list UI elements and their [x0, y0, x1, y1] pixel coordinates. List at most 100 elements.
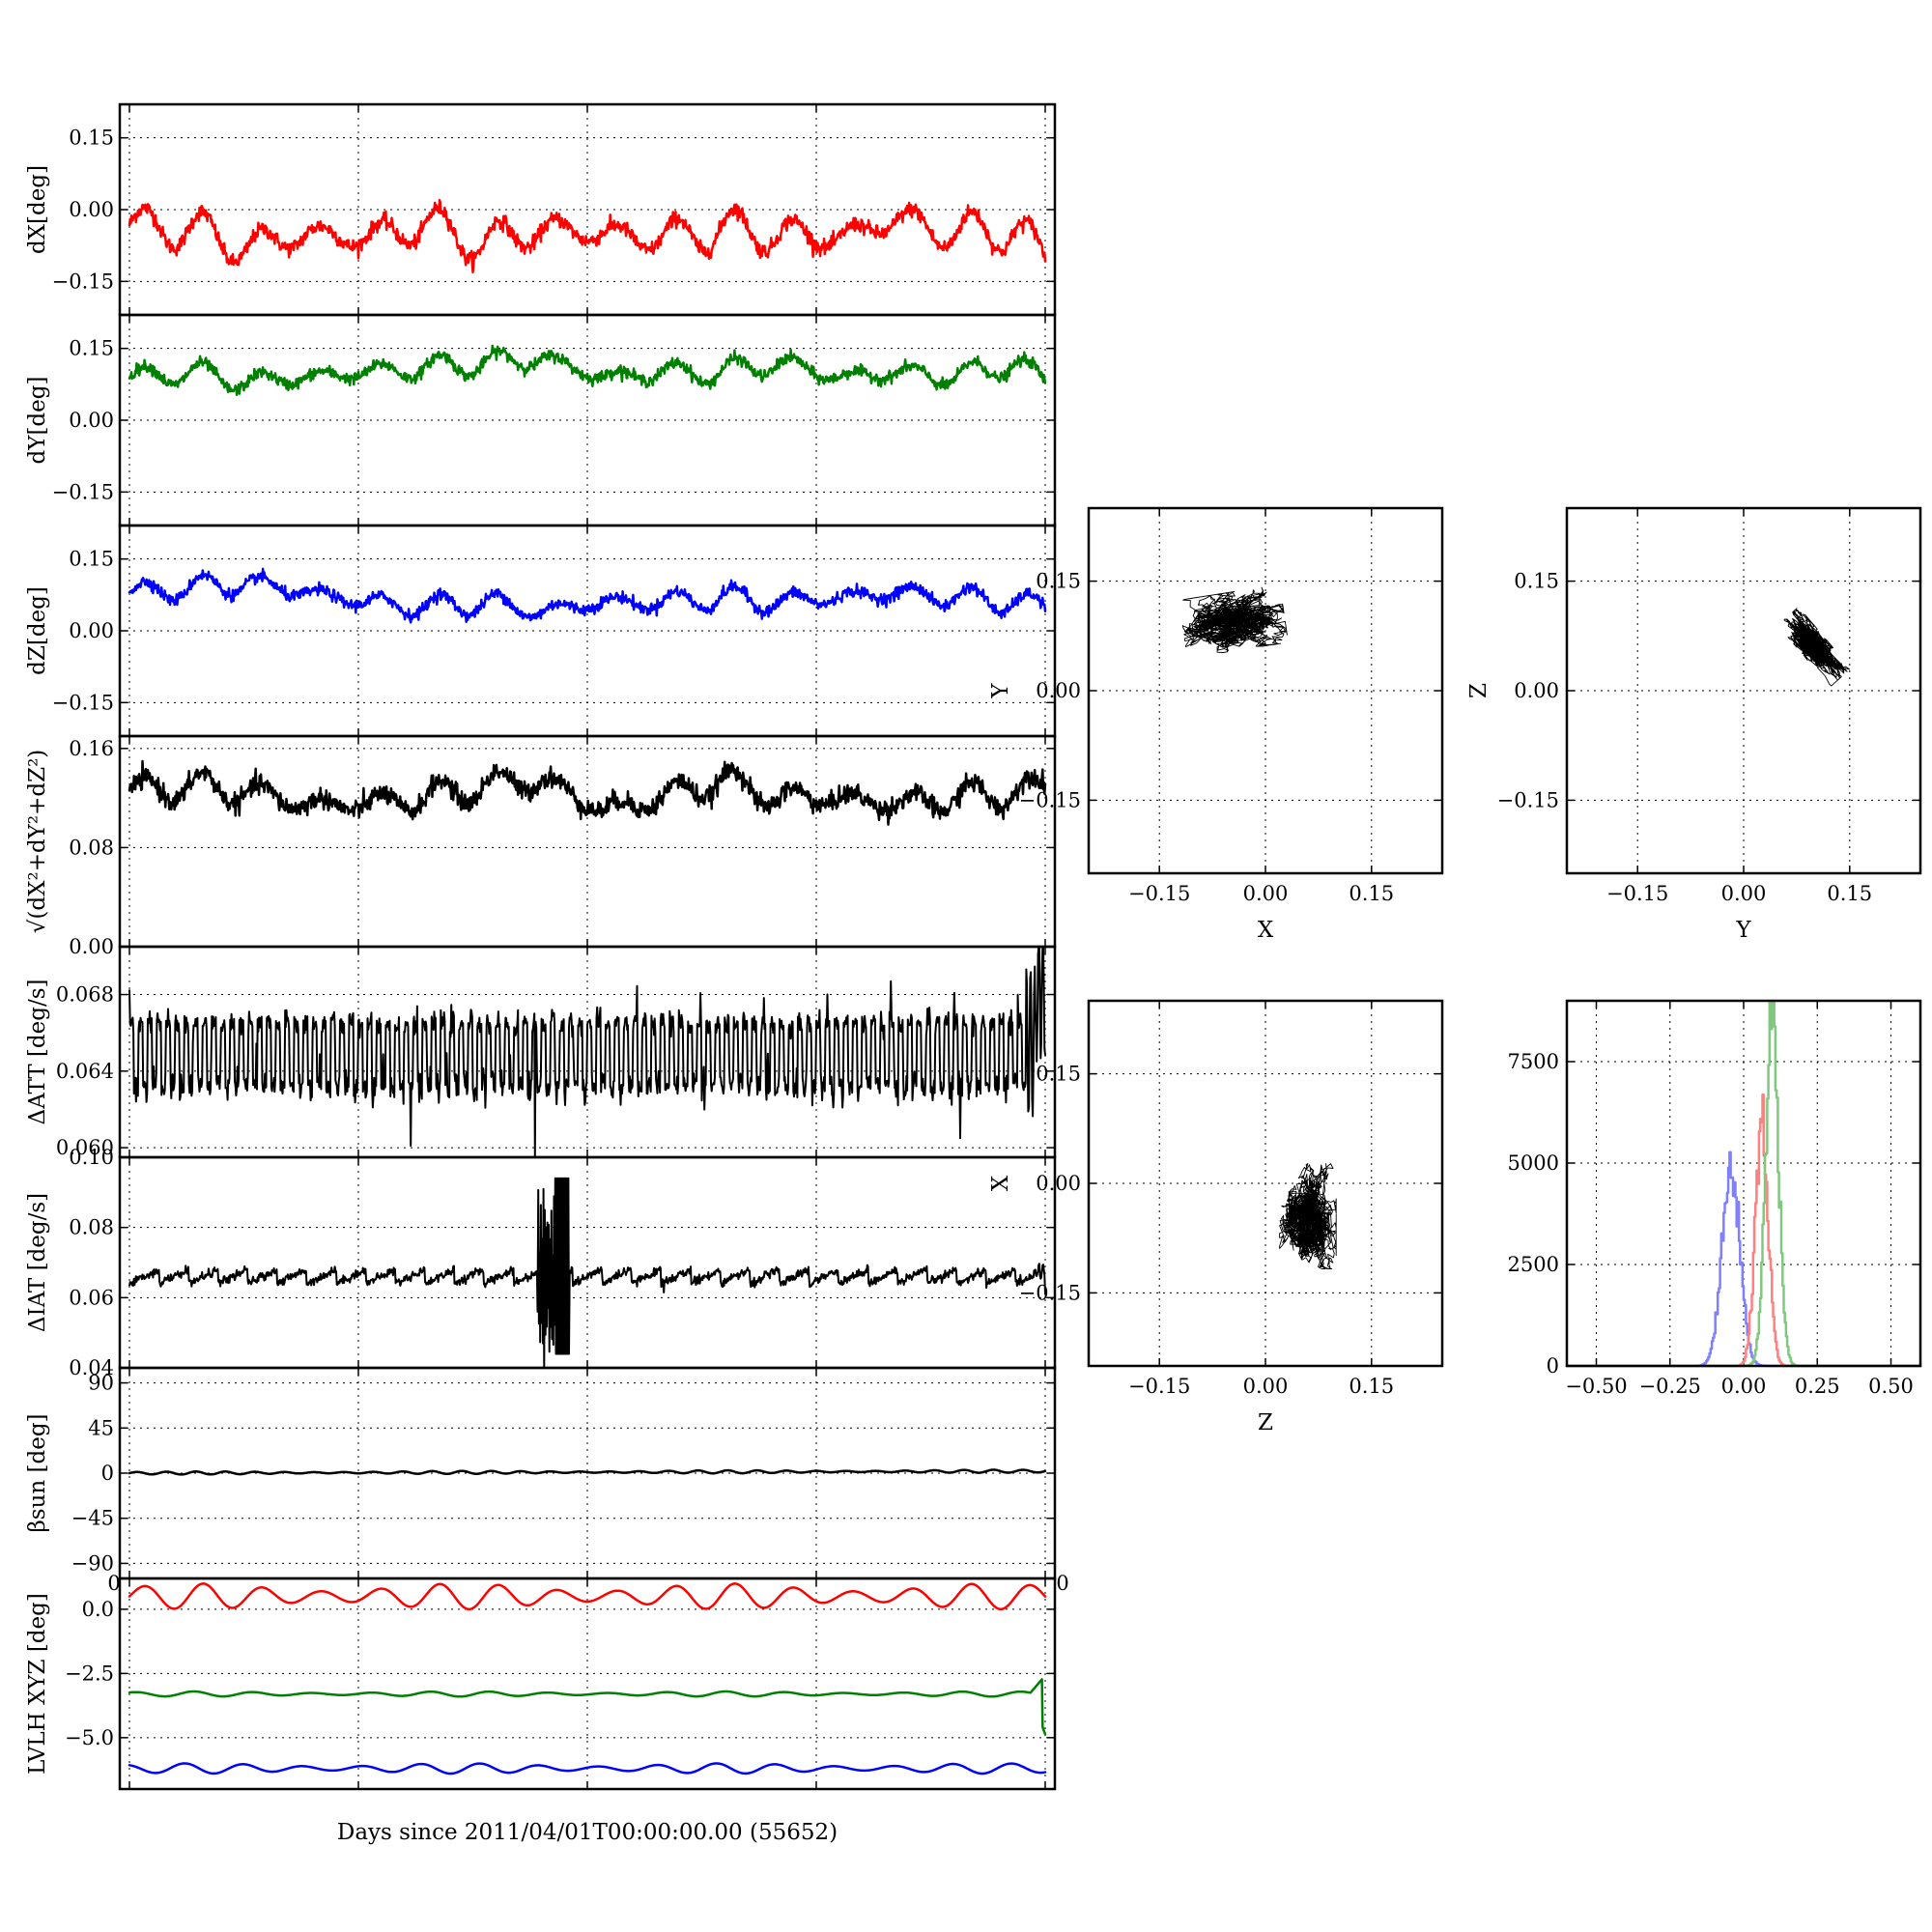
- y-axis-label: Y: [988, 683, 1013, 699]
- y-tick-label: 45: [88, 1416, 114, 1439]
- y-tick-label: −90: [71, 1551, 114, 1575]
- y-tick-label: −2.5: [65, 1662, 114, 1685]
- x-tick-label: 0: [1056, 1572, 1068, 1595]
- y-tick-label: −0.15: [52, 480, 114, 503]
- x-tick-label: 0: [107, 1572, 120, 1595]
- y-tick-label: −0.15: [1497, 788, 1559, 811]
- series-line: [128, 946, 1046, 1158]
- scatter-trace: [1783, 608, 1851, 687]
- panel-yz: −0.15 0.00 0.15 0.15 0.00 −0.15 Y Z: [1466, 506, 1922, 943]
- x-tick-label: −0.15: [1128, 882, 1190, 905]
- y-tick-label: 0: [101, 1462, 114, 1485]
- series-line: [128, 198, 1047, 274]
- x-axis-label: Y: [1735, 918, 1751, 943]
- y-axis-label: βsun [deg]: [25, 1413, 50, 1532]
- y-tick-label: 0.00: [69, 619, 114, 642]
- axes-frame: [1565, 999, 1922, 1368]
- y-tick-label: −0.15: [1019, 788, 1081, 811]
- y-tick-label: 0.00: [1036, 679, 1081, 702]
- scatter-trace: [1181, 586, 1288, 653]
- axes-frame: [1087, 506, 1444, 875]
- x-tick-label: 0.00: [1721, 882, 1767, 905]
- y-tick-label: −0.15: [52, 270, 114, 293]
- x-tick-label: −0.50: [1565, 1375, 1627, 1398]
- y-axis-label: ΔATT [deg/s]: [25, 980, 50, 1125]
- y-tick-label: 0.060: [56, 1136, 114, 1159]
- y-tick-label: 0: [1547, 1354, 1559, 1378]
- panel-hist: −0.50 −0.25 0.00 0.25 0.50 7500 5000 2500 0: [1508, 999, 1922, 1398]
- y-axis-label: √(dX²+dY²+dZ²): [25, 750, 50, 934]
- y-tick-label: 0.064: [56, 1060, 114, 1083]
- panel-lvlh: 0.0 −2.5 −5.0 LVLH XYZ [deg] 0 0 Days since 20…: [25, 1572, 1069, 1845]
- y-tick-label: 0.06: [69, 1286, 114, 1309]
- x-tick-label: 0.15: [1349, 882, 1394, 905]
- y-tick-label: 0.15: [1036, 1063, 1081, 1086]
- y-tick-label: 0.00: [69, 409, 114, 432]
- x-tick-label: −0.15: [1128, 1375, 1190, 1398]
- y-tick-label: 0.15: [1514, 570, 1559, 593]
- y-axis-label: LVLH XYZ [deg]: [25, 1593, 50, 1775]
- y-tick-label: 90: [88, 1372, 114, 1395]
- y-tick-label: 0.15: [69, 127, 114, 150]
- series-line: [128, 1762, 1047, 1776]
- x-tick-label: 0.00: [1721, 1375, 1767, 1398]
- y-tick-label: −45: [71, 1507, 114, 1530]
- scatter-trace: [1279, 1163, 1337, 1269]
- x-tick-label: 0.15: [1349, 1375, 1394, 1398]
- series-line: [128, 567, 1047, 624]
- panel-beta: 90 45 0 −45 −90 βsun [deg]: [25, 1366, 1057, 1580]
- panel-datt: 0.068 0.064 0.060 ΔATT [deg/s]: [25, 945, 1057, 1159]
- x-axis-label: Days since 2011/04/01T00:00:00.00 (55652…: [337, 1820, 838, 1845]
- y-tick-label: 0.00: [1036, 1172, 1081, 1195]
- y-tick-label: 0.00: [69, 935, 114, 958]
- x-tick-label: −0.25: [1639, 1375, 1701, 1398]
- x-axis-label: Z: [1258, 1410, 1273, 1435]
- panel-diat: 0.10 0.08 0.06 0.04 ΔIAT [deg/s]: [25, 1146, 1057, 1379]
- y-tick-label: 0.0: [82, 1598, 114, 1621]
- y-tick-label: −5.0: [65, 1726, 114, 1749]
- axes-frame: [1565, 506, 1922, 875]
- y-tick-label: 0.00: [69, 198, 114, 221]
- y-axis-label: dY[deg]: [25, 377, 50, 465]
- y-tick-label: 0.16: [69, 737, 114, 760]
- y-tick-label: 0.15: [1036, 570, 1081, 593]
- x-tick-label: 0.15: [1827, 882, 1872, 905]
- x-tick-label: 0.50: [1868, 1375, 1914, 1398]
- y-tick-label: 0.15: [69, 337, 114, 360]
- y-tick-label: −0.15: [52, 691, 114, 714]
- series-line: [128, 759, 1047, 826]
- y-tick-label: −0.15: [1019, 1281, 1081, 1304]
- histogram-series: [1565, 1093, 1922, 1368]
- y-tick-label: 0.15: [69, 548, 114, 571]
- y-tick-label: 0.10: [69, 1146, 114, 1169]
- x-tick-label: −0.15: [1606, 882, 1668, 905]
- panel-rss: 0.16 0.08 0.00 √(dX²+dY²+dZ²): [25, 734, 1057, 958]
- y-tick-label: 2500: [1508, 1253, 1559, 1276]
- axes-frame: [118, 1155, 1057, 1370]
- y-tick-label: 0.04: [69, 1356, 114, 1379]
- series-line: [128, 1678, 1047, 1736]
- y-tick-label: 5000: [1508, 1151, 1559, 1175]
- y-axis-label: Z: [1466, 683, 1492, 698]
- panel-zx: −0.15 0.00 0.15 0.15 0.00 −0.15 Z X: [988, 999, 1444, 1435]
- y-tick-label: 0.00: [1514, 679, 1559, 702]
- x-tick-label: 0.25: [1795, 1375, 1840, 1398]
- y-tick-label: 7500: [1508, 1050, 1559, 1073]
- y-axis-label: dX[deg]: [25, 165, 50, 254]
- series-line: [128, 1468, 1047, 1476]
- series-line: [128, 1177, 1046, 1369]
- axes-frame: [118, 1577, 1057, 1791]
- x-tick-label: 0.00: [1243, 1375, 1289, 1398]
- series-line: [128, 1582, 1047, 1611]
- y-axis-label: ΔIAT [deg/s]: [25, 1193, 50, 1332]
- y-axis-label: dZ[deg]: [25, 586, 50, 675]
- y-tick-label: 0.068: [56, 983, 114, 1007]
- y-axis-label: X: [988, 1175, 1013, 1191]
- panel-xy: −0.15 0.00 0.15 0.15 0.00 −0.15 X Y: [988, 506, 1444, 943]
- y-tick-label: 0.08: [69, 836, 114, 859]
- axes-frame: [118, 734, 1057, 949]
- x-axis-label: X: [1258, 918, 1274, 943]
